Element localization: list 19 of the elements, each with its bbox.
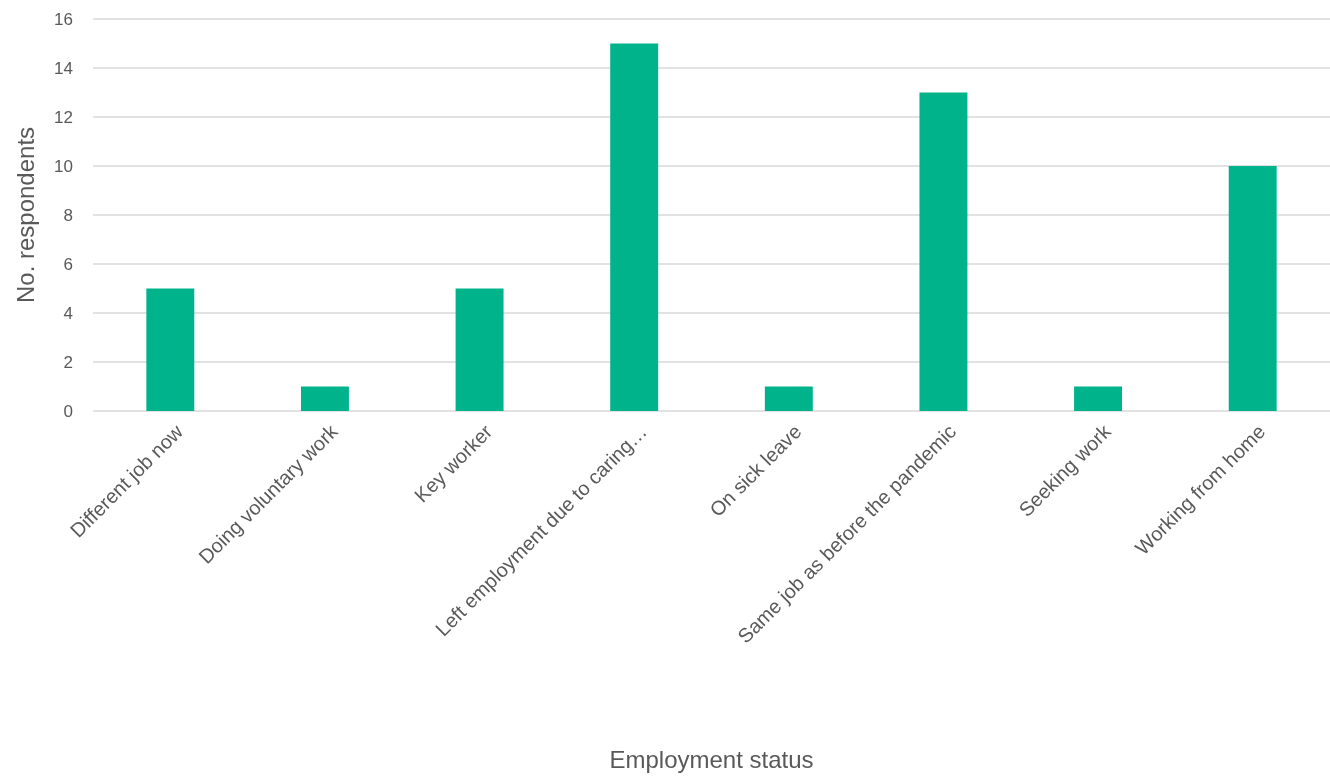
bar [764, 386, 813, 411]
y-tick-label: 12 [54, 107, 73, 127]
y-tick-label: 14 [54, 58, 73, 78]
bar [919, 92, 968, 411]
y-tick-label: 0 [63, 401, 73, 421]
bar [1074, 386, 1123, 411]
y-tick-label: 6 [63, 254, 73, 274]
bar [1228, 166, 1277, 411]
y-tick-label: 2 [63, 352, 73, 372]
y-tick-label: 4 [63, 303, 73, 323]
bar [455, 288, 504, 411]
bar [146, 288, 195, 411]
bar [610, 43, 659, 411]
bar [300, 386, 349, 411]
x-axis-title: Employment status [609, 746, 814, 773]
y-tick-label: 10 [54, 156, 73, 176]
y-axis-title: No. respondents [12, 126, 39, 304]
y-tick-label: 16 [54, 9, 73, 29]
y-tick-label: 8 [63, 205, 73, 225]
